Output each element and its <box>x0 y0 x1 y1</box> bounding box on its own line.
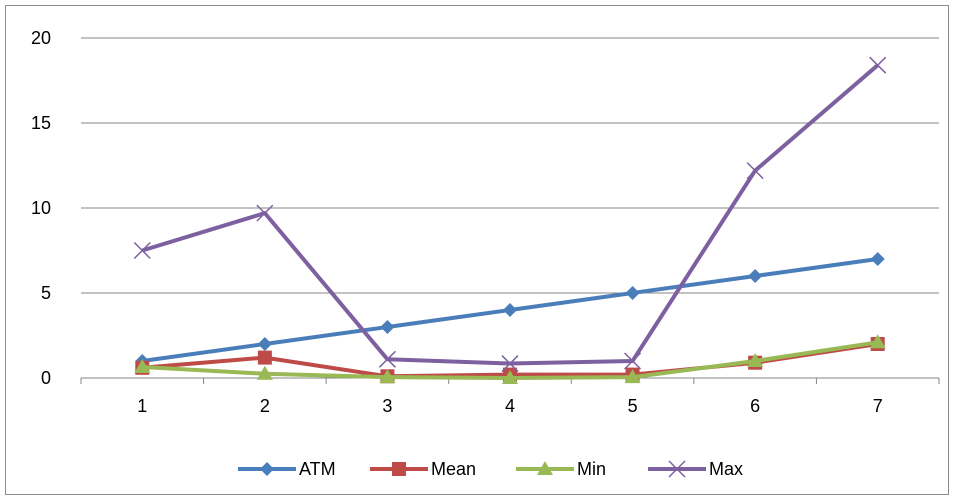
point-max-5-stroke-b <box>624 352 642 370</box>
point-atm-4 <box>503 303 517 317</box>
legend-marker-max <box>668 460 686 478</box>
point-atm-5 <box>625 286 640 300</box>
x-tick-label: 4 <box>505 396 515 416</box>
x-tick-label: 6 <box>750 396 760 416</box>
point-min-5 <box>624 369 641 384</box>
point-max-4-stroke-b <box>501 355 519 373</box>
point-min-1 <box>134 358 151 373</box>
point-max-3 <box>378 350 396 368</box>
point-min-6 <box>747 353 764 367</box>
point-min-7 <box>869 334 886 349</box>
y-tick-label: 10 <box>31 198 51 218</box>
point-max-3-stroke-b <box>378 350 396 368</box>
gridlines <box>81 37 939 379</box>
legend-label-mean: Mean <box>431 459 476 479</box>
series <box>133 56 887 384</box>
point-min-2 <box>256 365 273 380</box>
y-tick-label: 15 <box>31 113 51 133</box>
legend-label-min: Min <box>577 459 606 479</box>
point-max-1 <box>133 241 151 260</box>
point-max-7 <box>869 56 887 74</box>
x-tick-label: 3 <box>382 396 392 416</box>
legend-label-atm: ATM <box>299 459 336 479</box>
point-min-3 <box>379 369 396 384</box>
point-max-6 <box>746 162 764 180</box>
y-tick-label: 0 <box>41 368 51 388</box>
axes: 0 5 10 15 20 1 2 3 4 5 6 7 <box>31 28 940 416</box>
x-tick-label: 1 <box>137 396 147 416</box>
series-line-max <box>141 63 880 366</box>
point-max-4 <box>501 355 519 373</box>
y-tick-label: 20 <box>31 28 51 48</box>
point-max-6-stroke-b <box>746 162 764 180</box>
chart-frame: 0 5 10 15 20 1 2 3 4 5 6 7 ATM Mean Min Max <box>5 5 949 495</box>
legend-marker-min <box>537 461 553 475</box>
line-chart: 0 5 10 15 20 1 2 3 4 5 6 7 ATM Mean Min Max <box>31 28 940 479</box>
point-max-1-stroke-b <box>133 241 151 260</box>
legend-marker-mean <box>392 462 406 476</box>
point-min-4 <box>502 370 518 384</box>
point-atm-3 <box>380 320 395 334</box>
point-max-7-stroke-b <box>869 56 887 74</box>
legend-marker-max-stroke-b <box>668 460 686 478</box>
legend-marker-atm <box>260 462 274 476</box>
legend: ATM Mean Min Max <box>238 459 743 479</box>
x-tick-label: 7 <box>873 396 883 416</box>
point-atm-2 <box>257 337 272 351</box>
legend-label-max: Max <box>709 459 743 479</box>
point-atm-7 <box>870 252 885 266</box>
x-tick-label: 5 <box>628 396 638 416</box>
point-max-2 <box>256 204 274 222</box>
point-max-5 <box>624 352 642 370</box>
x-tick-label: 2 <box>260 396 270 416</box>
y-tick-label: 5 <box>41 283 51 303</box>
point-max-2-stroke-b <box>256 204 274 222</box>
point-atm-6 <box>748 269 763 283</box>
point-mean-2 <box>257 350 272 365</box>
